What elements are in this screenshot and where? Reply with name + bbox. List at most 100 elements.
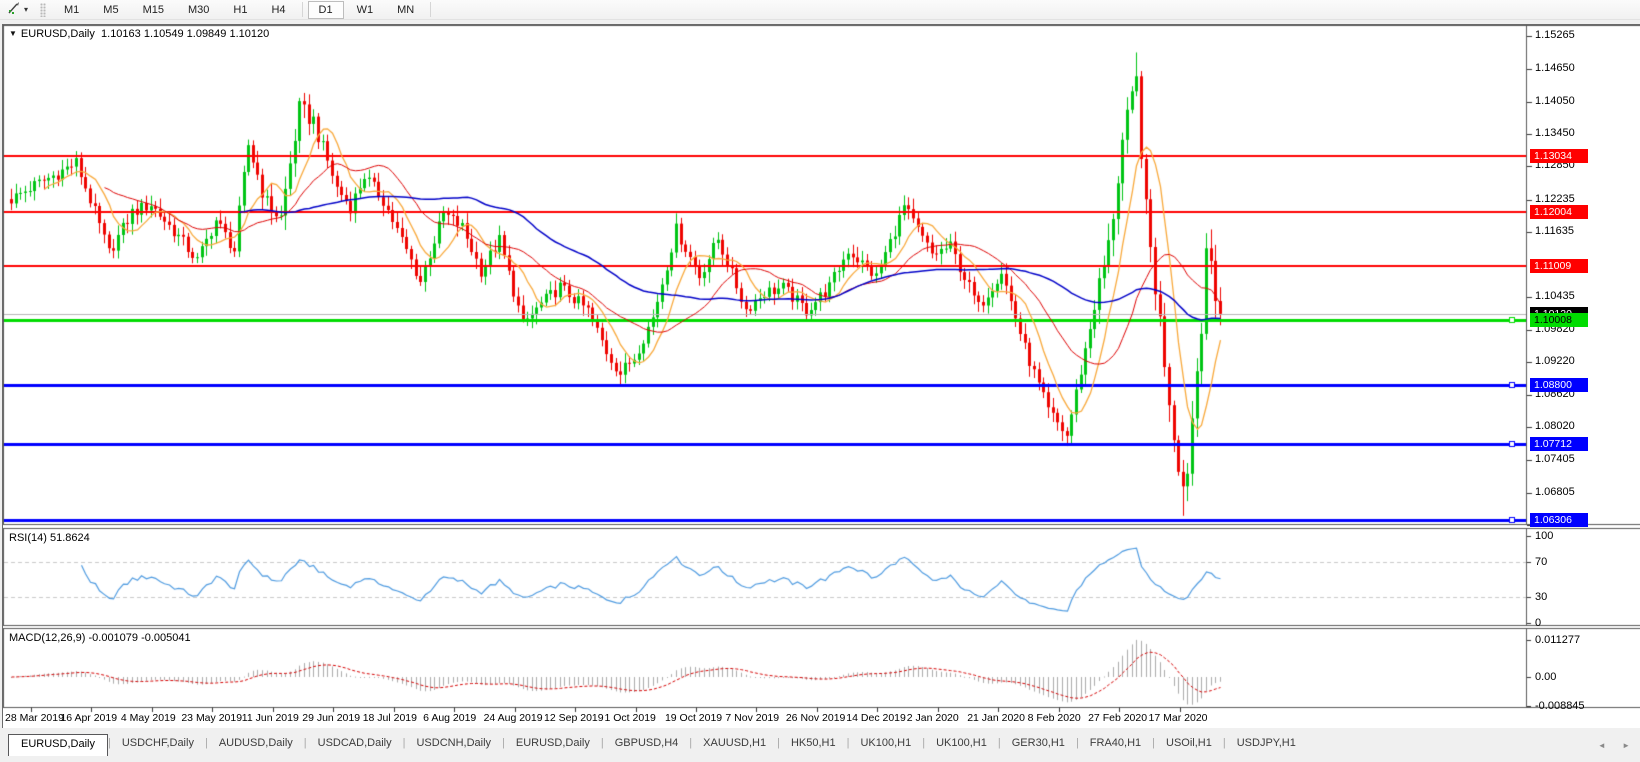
macd-value: -0.001079 -0.005041 bbox=[88, 632, 191, 644]
macd-axis-tick: 0.011277 bbox=[1535, 633, 1581, 646]
time-axis-label: 11 Jun 2019 bbox=[241, 712, 299, 724]
price-axis-tick: 1.14650 bbox=[1535, 62, 1575, 75]
rsi-axis-tick: 100 bbox=[1535, 529, 1554, 542]
price-axis-tick: 1.15265 bbox=[1535, 28, 1575, 41]
rsi-pane-title: RSI(14) 51.8624 bbox=[9, 532, 90, 544]
tab-separator: | bbox=[600, 737, 604, 749]
price-axis-tick: 1.10435 bbox=[1535, 289, 1575, 302]
toolbar-separator bbox=[430, 2, 432, 17]
timeframe-button-m15[interactable]: M15 bbox=[142, 3, 164, 16]
chart-tab-usoil-h1[interactable]: USOil,H1 bbox=[1166, 737, 1212, 749]
timeframe-button-m5[interactable]: M5 bbox=[103, 3, 119, 16]
toolbar-separator bbox=[301, 2, 303, 17]
tab-separator: | bbox=[502, 737, 505, 749]
time-axis-label: 16 Apr 2019 bbox=[60, 712, 118, 724]
hline-price-tag[interactable]: 1.08800 bbox=[1530, 378, 1588, 393]
time-axis-label: 23 May 2019 bbox=[181, 712, 243, 724]
tab-separator: | bbox=[997, 737, 1001, 749]
chart-tab-fra40-h1[interactable]: FRA40,H1 bbox=[1089, 737, 1142, 749]
chart-tab-hk50-h1[interactable]: HK50,H1 bbox=[790, 737, 836, 749]
tab-separator: | bbox=[846, 737, 850, 749]
hline-price-tag[interactable]: 1.06306 bbox=[1530, 512, 1588, 527]
chart-tab-usdchf-daily[interactable]: USDCHF,Daily bbox=[121, 737, 194, 749]
chevron-down-icon: ▾ bbox=[24, 5, 29, 14]
chart-title: ▼ EURUSD,Daily 1.10163 1.10549 1.09849 1.… bbox=[9, 28, 269, 40]
chart-tab-xauusd-h1[interactable]: XAUUSD,H1 bbox=[703, 737, 767, 749]
tab-separator: | bbox=[1075, 737, 1079, 749]
chart-tab-uk100-h1[interactable]: UK100,H1 bbox=[936, 737, 987, 749]
chart-tab-usdjpy-h1[interactable]: USDJPY,H1 bbox=[1236, 737, 1296, 749]
time-axis-label: 17 Mar 2020 bbox=[1148, 712, 1208, 724]
time-axis-label: 14 Dec 2019 bbox=[846, 712, 906, 724]
timeframe-button-d1[interactable]: D1 bbox=[307, 0, 344, 19]
hline-price-tag[interactable]: 1.10008 bbox=[1530, 312, 1588, 327]
chart-tab-audusd-daily[interactable]: AUDUSD,Daily bbox=[218, 737, 293, 749]
chart-tab-usdcad-daily[interactable]: USDCAD,Daily bbox=[317, 737, 392, 749]
chart-tab-ger30-h1[interactable]: GER30,H1 bbox=[1011, 737, 1065, 749]
price-axis-tick: 1.11635 bbox=[1535, 225, 1574, 237]
chart-tabs: EURUSD,Daily | USDCHF,Daily | AUDUSD,Daily | U… bbox=[8, 734, 1307, 756]
chart-symbol-period: EURUSD,Daily bbox=[20, 28, 95, 40]
time-axis-label: 18 Jul 2019 bbox=[362, 712, 417, 724]
rsi-value: 51.8624 bbox=[49, 532, 90, 544]
rsi-axis-tick: 70 bbox=[1535, 556, 1548, 568]
macd-axis-tick: 0.00 bbox=[1535, 671, 1557, 683]
price-axis-tick: 1.08020 bbox=[1535, 420, 1575, 433]
tab-separator: | bbox=[402, 737, 406, 749]
chart-tab-bar: EURUSD,Daily | USDCHF,Daily | AUDUSD,Daily | U… bbox=[0, 732, 1640, 762]
price-axis-tick: 1.12235 bbox=[1535, 192, 1575, 205]
hline-price-tag[interactable]: 1.12004 bbox=[1530, 205, 1588, 220]
timeframe-button-m30[interactable]: M30 bbox=[187, 3, 210, 16]
timeframe-button-m1[interactable]: M1 bbox=[64, 3, 80, 16]
chart-tab-usdcnh-daily[interactable]: USDCNH,Daily bbox=[416, 737, 492, 749]
price-axis-tick: 1.09220 bbox=[1535, 355, 1575, 368]
timeframe-toolbar: M1 M5 M15 M30 H1 H4 D1 W1 MN bbox=[52, 0, 435, 19]
top-toolbar: ▾ M1 M5 M15 M30 H1 H4 D1 W1 MN bbox=[0, 0, 1640, 20]
macd-pane-title: MACD(12,26,9) -0.001079 -0.005041 bbox=[9, 632, 191, 644]
toolbar-grip bbox=[40, 2, 47, 17]
chart-collapse-icon[interactable]: ▼ bbox=[9, 29, 17, 38]
cursor-tool-button[interactable]: ▾ bbox=[4, 0, 32, 20]
time-axis-label: 26 Nov 2019 bbox=[785, 712, 846, 724]
tab-separator: | bbox=[204, 737, 208, 749]
timeframe-button-h1[interactable]: H1 bbox=[233, 3, 248, 16]
timeframe-button-w1[interactable]: W1 bbox=[356, 3, 374, 16]
chart-tab-eurusd-daily[interactable]: EURUSD,Daily bbox=[8, 734, 108, 756]
tab-separator: | bbox=[303, 737, 307, 749]
tab-separator: | bbox=[1152, 737, 1156, 749]
tabs-scroll-left-icon[interactable]: ◄ bbox=[1597, 741, 1606, 750]
tab-separator: | bbox=[777, 737, 780, 749]
hline-price-tag[interactable]: 1.07712 bbox=[1530, 436, 1588, 451]
timeframe-button-mn[interactable]: MN bbox=[397, 3, 415, 16]
hline-price-tag[interactable]: 1.11009 bbox=[1530, 258, 1588, 273]
time-axis-label: 24 Aug 2019 bbox=[483, 712, 543, 724]
tab-separator: | bbox=[689, 737, 693, 749]
time-axis-label: 27 Feb 2020 bbox=[1088, 712, 1148, 724]
crosshair-cursor-icon bbox=[8, 1, 21, 19]
time-axis-label: 19 Oct 2019 bbox=[664, 712, 723, 724]
chart-tab-eurusd-daily[interactable]: EURUSD,Daily bbox=[515, 737, 590, 749]
time-axis-label: 6 Aug 2019 bbox=[423, 712, 477, 724]
time-axis-label: 4 May 2019 bbox=[120, 712, 176, 724]
time-axis-label: 7 Nov 2019 bbox=[725, 712, 780, 724]
tab-separator: | bbox=[922, 737, 926, 749]
macd-label: MACD(12,26,9) bbox=[9, 632, 86, 644]
price-axis-tick: 1.07405 bbox=[1535, 453, 1575, 466]
chart-ohlc-values: 1.10163 1.10549 1.09849 1.10120 bbox=[101, 28, 270, 40]
time-axis-label: 1 Oct 2019 bbox=[604, 712, 656, 724]
tabs-scroll-right-icon[interactable]: ► bbox=[1622, 741, 1630, 750]
chart-tab-gbpusd-h4[interactable]: GBPUSD,H4 bbox=[614, 737, 679, 749]
chart-window: ▼ EURUSD,Daily 1.10163 1.10549 1.09849 1.… bbox=[2, 24, 1640, 729]
hline-price-tag[interactable]: 1.13034 bbox=[1530, 149, 1588, 164]
macd-axis-tick: -0.008845 bbox=[1535, 700, 1585, 713]
time-axis-label: 8 Feb 2020 bbox=[1027, 712, 1081, 724]
tab-separator: | bbox=[107, 737, 111, 749]
price-axis-tick: 1.13450 bbox=[1535, 127, 1575, 139]
time-axis-label: 21 Jan 2020 bbox=[967, 712, 1025, 724]
time-axis-label: 2 Jan 2020 bbox=[906, 712, 959, 724]
chart-tab-uk100-h1[interactable]: UK100,H1 bbox=[860, 737, 912, 749]
timeframe-button-h4[interactable]: H4 bbox=[271, 3, 286, 16]
time-axis-label: 29 Jun 2019 bbox=[302, 712, 361, 724]
price-chart-canvas[interactable] bbox=[3, 25, 1640, 729]
rsi-axis-tick: 30 bbox=[1535, 591, 1548, 603]
